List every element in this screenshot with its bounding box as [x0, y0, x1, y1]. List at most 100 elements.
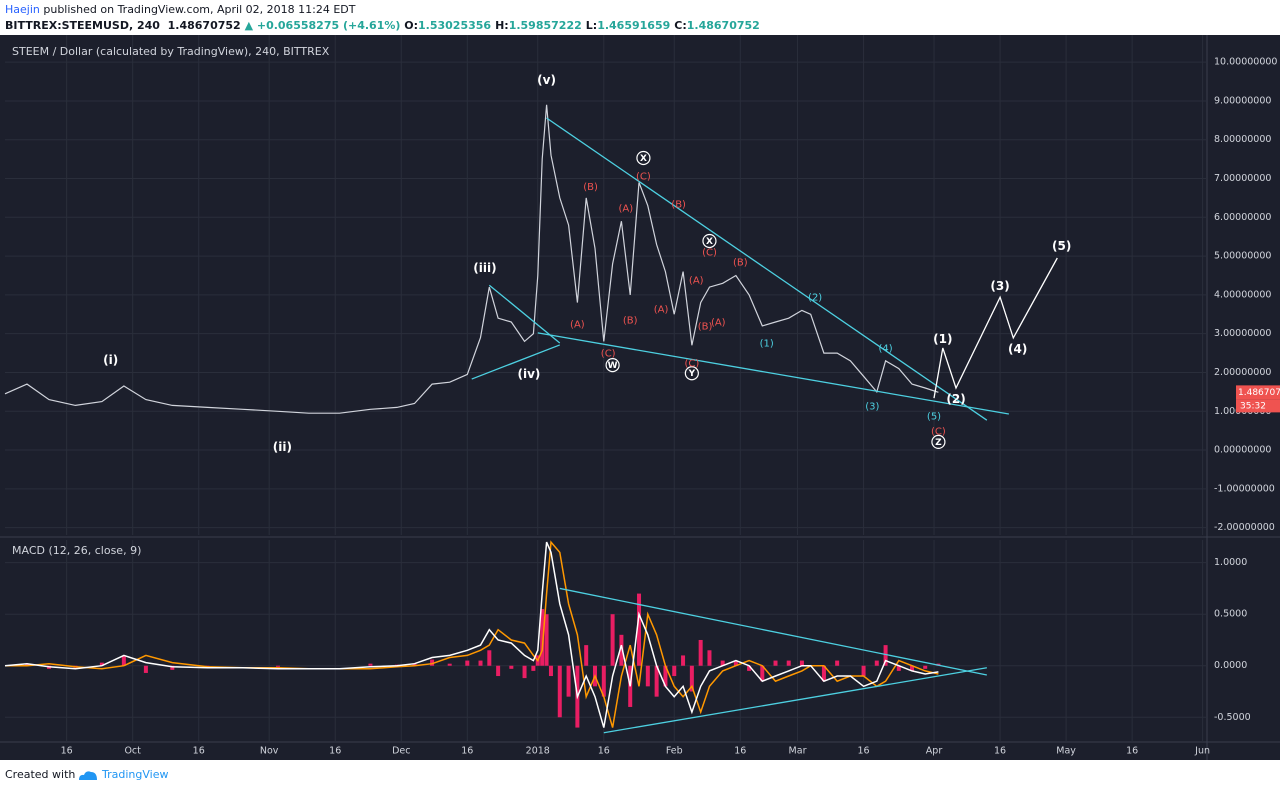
wave-label: (C) [636, 172, 651, 183]
x-tick-label: 16 [994, 746, 1006, 757]
wave-label: (4) [879, 344, 893, 355]
histogram-bar [747, 665, 752, 671]
plot: (i)(ii)(iii)(iv)(v)WXXYZ(A)(B)(C)(B)(A)(… [4, 73, 1071, 734]
x-tick-label: Jun [1194, 746, 1210, 757]
histogram-bar [487, 650, 492, 666]
histogram-bar [733, 660, 738, 666]
wave-label: (i) [103, 353, 118, 367]
histogram-bar [557, 665, 562, 718]
x-tick-label: Feb [666, 746, 683, 757]
x-tick-label: Oct [124, 746, 141, 757]
x-tick-label: 16 [858, 746, 870, 757]
ohlc: O:1.53025356 H:1.59857222 L:1.46591659 C:1.… [404, 19, 764, 32]
wave-label: (iii) [473, 261, 496, 275]
wave-label: (iv) [517, 367, 540, 381]
histogram-bar [430, 659, 435, 666]
wave-circle [605, 358, 620, 373]
histogram-bar [412, 663, 417, 666]
projection-line [933, 257, 1058, 399]
price-title: STEEM / Dollar (calculated by TradingVie… [12, 45, 330, 58]
y-tick-label: 5.00000000 [1214, 251, 1271, 262]
histogram-bar [910, 665, 915, 671]
wave-label: (3) [990, 279, 1009, 293]
wave-label: (B) [623, 316, 638, 327]
x-tick-label: 16 [61, 746, 73, 757]
histogram-bar [121, 655, 126, 666]
y-tick-label: 0.5000 [1214, 609, 1247, 620]
histogram-bar [654, 665, 659, 697]
x-tick-label: Mar [789, 746, 807, 757]
price-line [4, 104, 939, 414]
wave-label: (3) [865, 402, 879, 413]
histogram-bar [275, 665, 280, 667]
y-tick-label: 3.00000000 [1214, 328, 1271, 339]
histogram-bar [874, 660, 879, 666]
wave-label: (A) [711, 318, 726, 329]
histogram-bar [25, 663, 30, 666]
header-line: BITTREX:STEEMUSD, 240 1.48670752 ▲ +0.06… [5, 19, 764, 32]
wave-circle [931, 434, 946, 450]
header-line: Haejin published on TradingView.com, Apr… [5, 3, 355, 16]
y-tick-label: 8.00000000 [1214, 134, 1271, 145]
histogram-bar [896, 665, 901, 671]
histogram-bar [786, 660, 791, 666]
ohlc-label: H: [495, 19, 509, 32]
histogram-bar [496, 665, 501, 677]
wave-label: (2) [946, 392, 965, 406]
logo [79, 771, 97, 780]
y-tick-label: -1.00000000 [1214, 483, 1275, 494]
histogram-bar [522, 665, 527, 679]
histogram-bar [601, 665, 606, 697]
x-tick-label: Apr [926, 746, 943, 757]
wave-label: (1) [933, 332, 952, 346]
trendline [603, 667, 987, 734]
last-price-tag [1236, 385, 1280, 400]
y-tick-label: 1.0000 [1214, 557, 1247, 568]
created-with: Created with [5, 768, 76, 781]
histogram-bar [645, 665, 650, 687]
wave-label: Y [688, 369, 696, 379]
histogram-bar [548, 665, 553, 677]
histogram-bar [923, 665, 928, 669]
wave-label: (C) [684, 359, 699, 370]
wave-label: (B) [671, 200, 686, 211]
histogram-bar [566, 665, 571, 697]
histogram-bar [799, 660, 804, 666]
histogram-bar [540, 609, 545, 666]
brand[interactable]: TradingView [102, 768, 169, 781]
wave-label: X [640, 154, 647, 164]
histogram-bar [368, 663, 373, 666]
histogram-bar [610, 614, 615, 666]
y-tick-label: -2.00000000 [1214, 522, 1275, 533]
histogram-bar [707, 650, 712, 666]
x-tick-label: May [1056, 746, 1076, 757]
wave-label: (A) [570, 319, 585, 330]
wave-label: (A) [654, 305, 669, 316]
histogram-bar [619, 634, 624, 666]
ohlc-label: O: [404, 19, 418, 32]
trendline [471, 344, 561, 380]
histogram-bar [143, 665, 148, 673]
ohlc-label: C: [674, 19, 687, 32]
y-tick-label: 0.0000 [1214, 660, 1247, 671]
x-tick-label: 16 [329, 746, 341, 757]
histogram-bar [637, 593, 642, 666]
last-price-label: 1.48670752 [1238, 388, 1280, 398]
histogram-bar [760, 665, 765, 682]
x-tick-label: 16 [1126, 746, 1138, 757]
histogram-bar [835, 660, 840, 666]
histogram-bar [689, 665, 694, 692]
wave-label: (4) [1008, 342, 1027, 356]
ohlc-value: 1.53025356 [418, 19, 492, 32]
y-tick-label: 0.00000000 [1214, 445, 1271, 456]
trendline [559, 587, 987, 676]
x-tick-label: 16 [598, 746, 610, 757]
y-tick-label: 10.00000000 [1214, 57, 1277, 68]
x-tick-label: 16 [461, 746, 473, 757]
histogram-bar [773, 660, 778, 666]
histogram-bar [720, 660, 725, 666]
wave-label: Z [935, 438, 942, 448]
user-link[interactable]: Haejin [5, 3, 40, 16]
footer: Created with TradingView [0, 760, 1280, 789]
